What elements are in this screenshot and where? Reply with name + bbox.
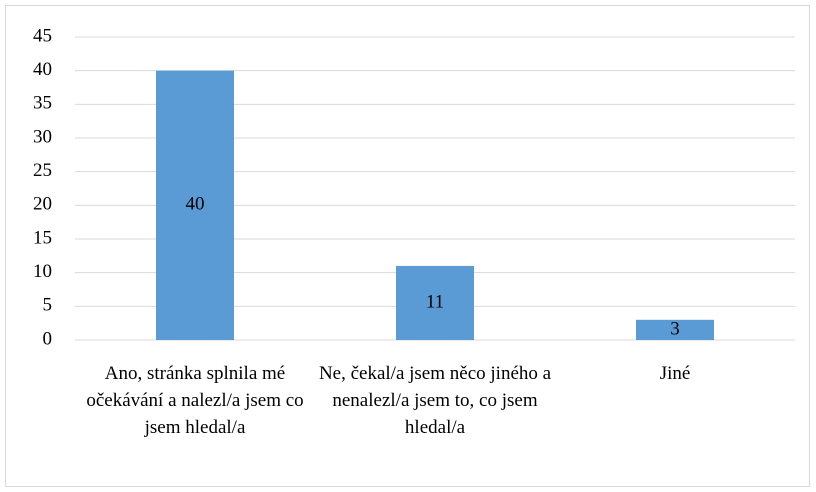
bar	[636, 319, 714, 340]
data-label: 3	[670, 318, 680, 339]
y-tick-label: 45	[33, 25, 52, 46]
y-tick-label: 30	[33, 126, 52, 147]
chart-border	[5, 5, 810, 487]
y-tick-label: 25	[33, 160, 52, 181]
y-tick-label: 10	[33, 261, 52, 282]
data-label: 40	[186, 194, 205, 215]
y-tick-label: 35	[33, 93, 52, 114]
x-tick-label: Jiné	[659, 363, 691, 384]
y-tick-label: 40	[33, 59, 52, 80]
bar	[156, 70, 234, 341]
y-tick-label: 20	[33, 194, 52, 215]
data-label: 11	[426, 291, 444, 312]
x-tick-label: Ano, stránka splnila mé očekávání a nale…	[86, 363, 304, 438]
y-tick-label: 15	[33, 227, 52, 248]
y-tick-label: 5	[43, 295, 53, 316]
x-tick-label: Ne, čekal/a jsem něco jiného a nenalezl/…	[318, 363, 552, 438]
y-tick-label: 0	[43, 328, 53, 349]
bar	[396, 265, 474, 340]
